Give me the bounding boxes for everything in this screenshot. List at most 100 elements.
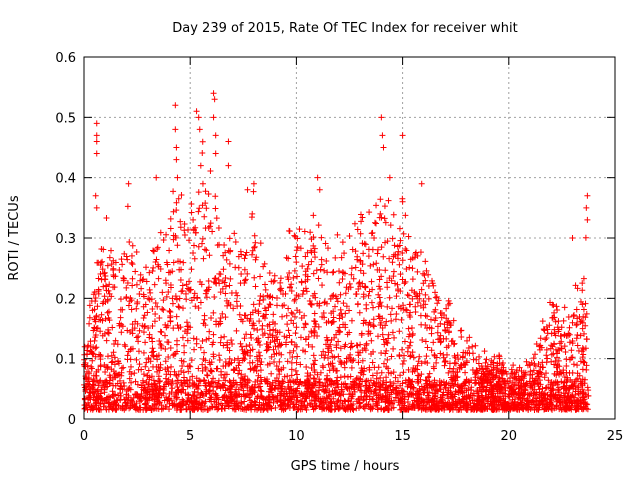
data-point <box>191 290 198 297</box>
data-point <box>543 384 550 391</box>
data-point <box>291 267 298 274</box>
data-point <box>257 387 264 394</box>
data-point <box>195 208 202 215</box>
data-point <box>203 294 210 301</box>
data-point <box>326 406 333 413</box>
data-point <box>448 390 455 397</box>
data-point <box>542 385 549 392</box>
data-point <box>251 398 258 405</box>
data-point <box>406 403 413 410</box>
data-point <box>165 376 172 383</box>
data-point <box>86 394 93 401</box>
data-point <box>444 319 451 326</box>
data-point <box>156 378 163 385</box>
data-point <box>241 376 248 383</box>
data-point <box>205 277 212 284</box>
data-point <box>389 259 396 266</box>
data-point <box>150 353 157 360</box>
data-point <box>395 399 402 406</box>
data-point <box>188 357 195 364</box>
data-point <box>323 319 330 326</box>
data-point <box>235 362 242 369</box>
data-point <box>181 349 188 356</box>
data-point <box>81 395 88 402</box>
data-point <box>308 301 315 308</box>
data-point <box>455 406 462 413</box>
data-point <box>208 403 215 410</box>
data-point <box>190 226 197 233</box>
data-point <box>579 354 586 361</box>
data-point <box>116 377 123 384</box>
data-point <box>445 318 452 325</box>
data-point <box>478 363 485 370</box>
data-point <box>88 365 95 372</box>
data-point <box>302 271 309 278</box>
data-point <box>135 348 142 355</box>
data-point <box>170 236 177 243</box>
data-point <box>539 364 546 371</box>
data-point <box>348 384 355 391</box>
data-point <box>163 379 170 386</box>
data-point <box>96 378 103 385</box>
data-point <box>579 287 586 294</box>
data-point <box>400 302 407 309</box>
data-point <box>141 400 148 407</box>
data-point <box>359 214 366 221</box>
data-point <box>190 335 197 342</box>
data-point <box>379 325 386 332</box>
data-point <box>244 391 251 398</box>
data-point <box>450 398 457 405</box>
data-point <box>238 271 245 278</box>
data-point <box>167 225 174 232</box>
data-point <box>308 384 315 391</box>
data-point <box>341 250 348 257</box>
data-point <box>154 244 161 251</box>
data-point <box>201 377 208 384</box>
data-point <box>548 401 555 408</box>
data-point <box>376 267 383 274</box>
data-point <box>257 383 264 390</box>
data-point <box>121 250 128 257</box>
data-point <box>194 406 201 413</box>
data-point <box>281 333 288 340</box>
data-point <box>437 350 444 357</box>
data-point <box>197 278 204 285</box>
data-point <box>414 252 421 259</box>
data-point <box>308 258 315 265</box>
data-point <box>152 310 159 317</box>
data-point <box>319 282 326 289</box>
data-point <box>222 290 229 297</box>
data-point <box>179 282 186 289</box>
data-point <box>210 351 217 358</box>
data-point <box>565 392 572 399</box>
data-point <box>441 406 448 413</box>
data-point <box>191 255 198 262</box>
data-point <box>108 247 115 254</box>
data-point <box>446 360 453 367</box>
data-point <box>543 352 550 359</box>
data-point <box>373 401 380 408</box>
data-point <box>199 150 206 157</box>
data-point <box>184 337 191 344</box>
data-point <box>386 174 393 181</box>
data-point <box>373 260 380 267</box>
data-point <box>160 297 167 304</box>
data-point <box>509 370 516 377</box>
data-point <box>233 327 240 334</box>
data-point <box>277 286 284 293</box>
data-point <box>286 332 293 339</box>
data-point <box>137 271 144 278</box>
data-point <box>302 348 309 355</box>
data-point <box>551 370 558 377</box>
data-point <box>236 359 243 366</box>
data-point <box>183 281 190 288</box>
data-point <box>304 249 311 256</box>
data-point <box>266 360 273 367</box>
data-point <box>425 295 432 302</box>
data-point <box>215 401 222 408</box>
data-point <box>390 345 397 352</box>
data-point <box>157 385 164 392</box>
data-point <box>252 363 259 370</box>
data-point <box>348 340 355 347</box>
data-point <box>228 337 235 344</box>
